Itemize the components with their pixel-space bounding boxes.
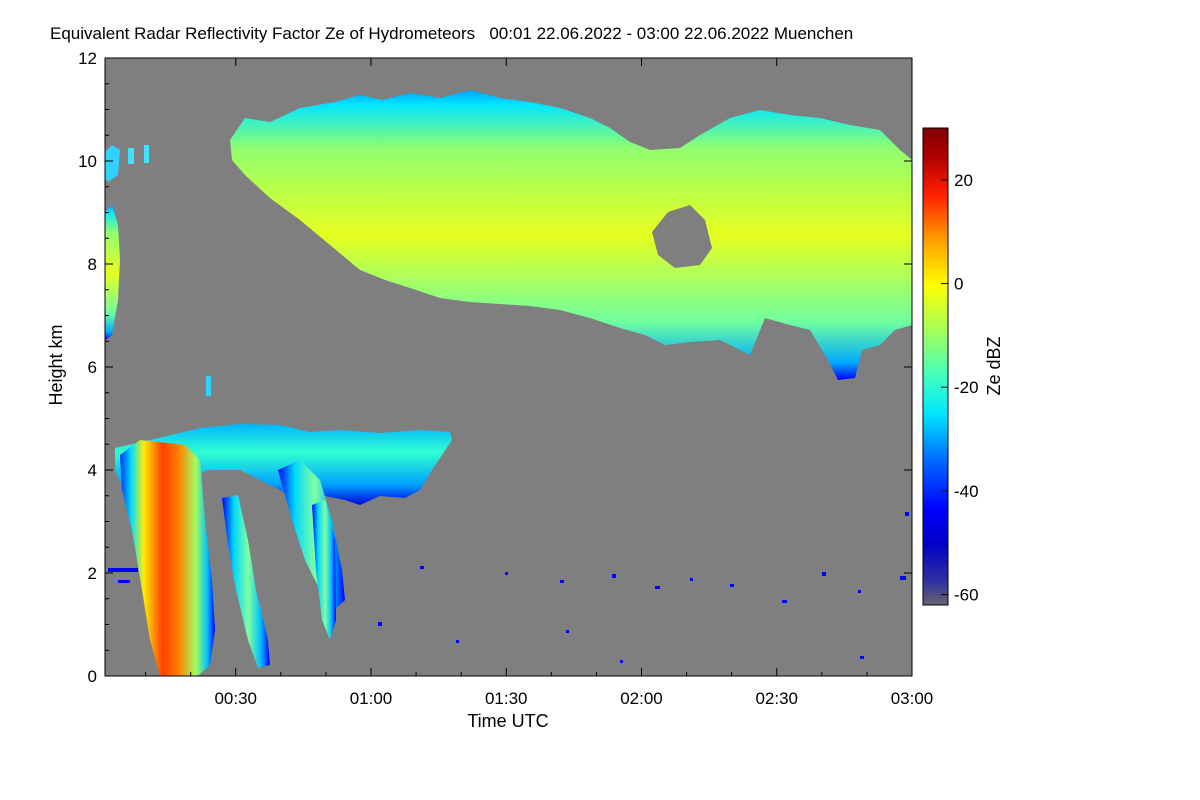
cirrus-speck-3 [206,376,211,396]
deck-gap [652,205,712,268]
precipitation-shaft-main [120,440,215,676]
x-tick-label: 02:30 [755,689,798,708]
x-axis-label: Time UTC [467,711,548,731]
mid-level-cloud [115,424,452,505]
x-tick-label: 03:00 [891,689,934,708]
y-tick-label: 2 [88,564,97,583]
y-tick-label: 4 [88,461,97,480]
colorbar-tick-label: -40 [954,482,979,501]
precipitation-shaft-2 [222,495,270,668]
colorbar-tick-label: -60 [954,586,979,605]
boundary-layer-clutter [108,512,909,663]
hydrometeor-features [105,90,912,676]
chart-title: Equivalent Radar Reflectivity Factor Ze … [50,24,853,43]
x-axis: 00:30 01:00 01:30 02:00 02:30 03:00 [145,58,934,708]
colorbar-axis: 20 0 -20 -40 -60 [941,171,979,605]
y-tick-label: 6 [88,358,97,377]
colorbar-tick-label: -20 [954,378,979,397]
y-tick-label: 10 [78,152,97,171]
x-tick-label: 01:30 [485,689,528,708]
y-axis-label: Height km [46,324,66,405]
x-tick-label: 01:00 [350,689,393,708]
colorbar-tick-label: 20 [954,171,973,190]
colorbar-tick-label: 0 [954,275,963,294]
y-tick-label: 12 [78,49,97,68]
upper-cirrus-deck [230,90,912,380]
x-tick-label: 00:30 [214,689,257,708]
precipitation-shaft-4 [312,500,336,640]
x-tick-label: 02:00 [620,689,663,708]
colorbar [922,127,949,606]
y-tick-label: 0 [88,667,97,686]
cirrus-fragment-top [105,145,120,182]
y-tick-label: 8 [88,255,97,274]
cirrus-speck-2 [144,145,149,163]
colorbar-label: Ze dBZ [984,336,1004,395]
y-axis: 0 2 4 6 8 10 12 [78,49,912,686]
cirrus-speck-1 [128,148,134,164]
